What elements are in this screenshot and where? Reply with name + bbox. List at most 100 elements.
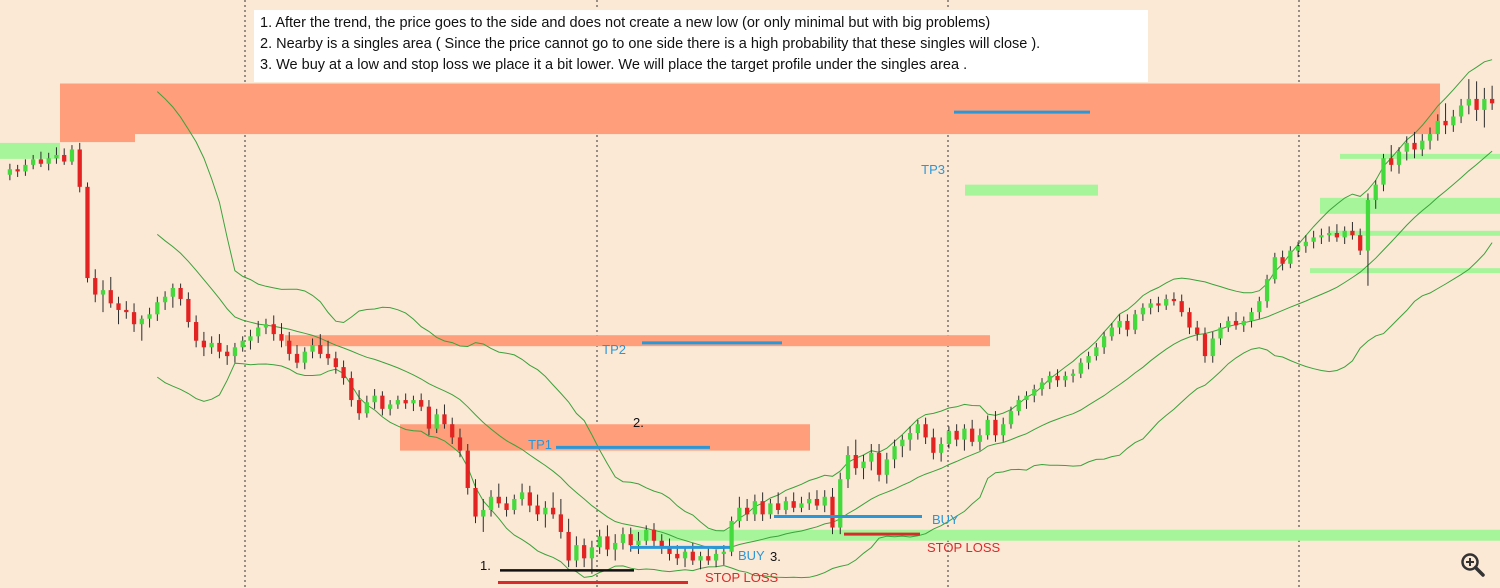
candle — [46, 152, 51, 171]
candle — [1435, 114, 1440, 141]
candle — [294, 345, 300, 369]
candle — [512, 494, 517, 515]
bear-candle-body — [675, 553, 680, 559]
bear-candle-body — [1358, 235, 1363, 251]
bull-candle-body — [1435, 120, 1440, 135]
bull-candle-body — [1381, 158, 1386, 185]
bear-candle-body — [667, 547, 672, 554]
candle — [162, 291, 168, 310]
bull-candle-body — [481, 509, 486, 517]
bull-candle-body — [1303, 241, 1309, 247]
candle — [116, 296, 121, 325]
candle — [954, 424, 959, 447]
candle — [411, 395, 416, 412]
bull-candle-body — [698, 556, 703, 561]
bull-candle-body — [861, 461, 866, 469]
bull-candle-body — [1148, 303, 1153, 308]
candle — [884, 452, 889, 484]
bull-candle-body — [946, 430, 952, 445]
candle — [1063, 371, 1068, 387]
bear-candle-body — [776, 503, 781, 510]
candle — [341, 360, 346, 385]
candle — [1233, 312, 1239, 330]
bull-candle-body — [1482, 98, 1487, 110]
bull-candle-body — [1024, 395, 1029, 401]
bull-candle-body — [892, 446, 897, 460]
candle — [1133, 309, 1138, 335]
bull-candle-body — [100, 290, 106, 295]
bull-candle-body — [574, 545, 579, 561]
bull-candle-body — [620, 534, 626, 543]
note-line-1: 1. After the trend, the price goes to th… — [260, 15, 991, 31]
candle — [1264, 274, 1270, 308]
candle — [333, 351, 338, 374]
candle — [302, 347, 307, 370]
bear-candle-body — [333, 358, 338, 368]
candle — [1280, 250, 1285, 271]
candle — [1474, 81, 1479, 121]
candle — [1396, 147, 1402, 174]
bull-candle-body — [7, 169, 13, 175]
candle — [1202, 327, 1208, 363]
candle — [1109, 323, 1114, 341]
candle — [1327, 226, 1332, 242]
bull-candle-body — [488, 496, 494, 510]
candle — [1350, 222, 1355, 240]
bull-candle-body — [1420, 140, 1425, 150]
candle — [325, 340, 331, 365]
bull-candle-body — [1427, 134, 1433, 141]
magnifier-plus-icon[interactable] — [1460, 552, 1486, 578]
buy-label-b: BUY — [738, 548, 765, 563]
candle — [178, 283, 183, 306]
bull-candle-body — [721, 551, 726, 554]
bull-candle-body — [1218, 327, 1223, 339]
candle — [372, 389, 377, 409]
bear-candle-body — [1474, 98, 1479, 110]
bull-candle-body — [1133, 314, 1138, 330]
annotation-1-label: 1. — [480, 558, 491, 573]
bull-candle-body — [54, 154, 59, 159]
singles-zone-buy — [965, 184, 1098, 196]
candle — [543, 501, 548, 528]
candle — [1117, 314, 1122, 335]
bear-candle-body — [93, 278, 98, 295]
bull-candle-body — [364, 402, 369, 414]
candle — [729, 516, 734, 557]
bull-candle-body — [869, 452, 874, 462]
bear-candle-body — [271, 324, 276, 335]
bear-candle-body — [473, 487, 478, 517]
bear-candle-body — [108, 290, 113, 304]
candle — [938, 437, 944, 462]
candle — [419, 393, 424, 412]
bull-candle-body — [768, 503, 773, 515]
bull-candle-body — [613, 542, 618, 550]
candle — [566, 518, 571, 568]
candle — [1257, 296, 1262, 319]
candle — [1032, 384, 1037, 403]
candle — [1094, 342, 1099, 361]
candle — [1489, 85, 1495, 110]
bear-candle-body — [830, 496, 835, 528]
candle — [54, 147, 59, 164]
bull-candle-body — [1373, 184, 1378, 201]
bull-candle-body — [1365, 200, 1371, 251]
bull-candle-body — [1311, 237, 1316, 242]
candle — [923, 417, 928, 445]
singles-zone-sell — [60, 83, 1440, 135]
bull-candle-body — [799, 503, 804, 508]
bull-candle-body — [310, 345, 315, 352]
candle — [364, 395, 369, 418]
candle — [861, 455, 866, 480]
bull-candle-body — [962, 428, 967, 440]
candle — [1389, 145, 1394, 172]
candle — [1125, 314, 1130, 337]
candle — [1195, 320, 1200, 341]
candle — [713, 549, 719, 568]
bull-candle-body — [1086, 356, 1091, 363]
candle — [69, 145, 75, 165]
bull-candle-body — [23, 164, 28, 172]
candle — [496, 483, 501, 508]
candle — [1187, 307, 1192, 335]
candle — [550, 492, 556, 519]
bear-candle-body — [1389, 158, 1394, 165]
